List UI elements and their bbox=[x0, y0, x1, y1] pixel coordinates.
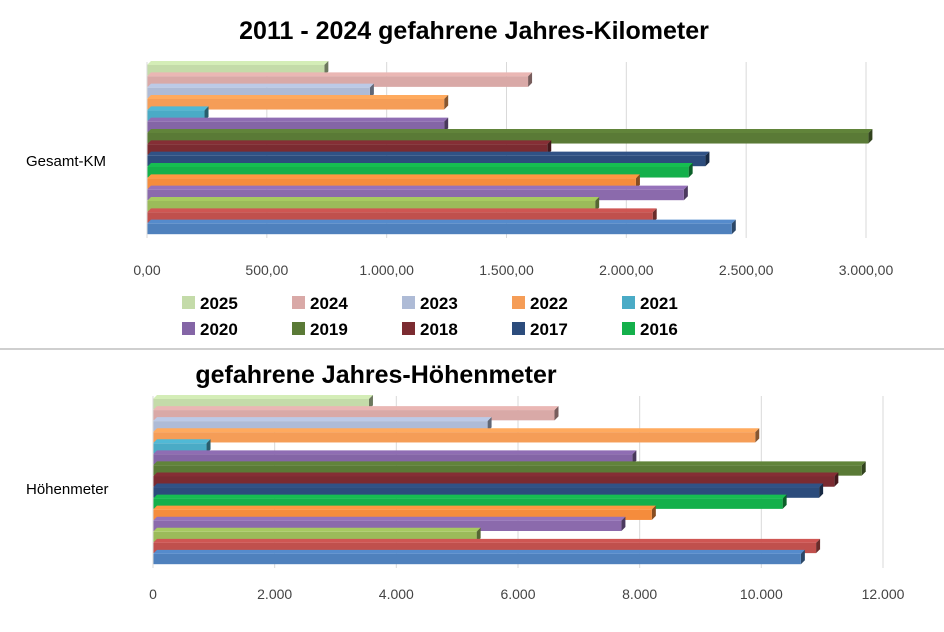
hm-tick-label: 0 bbox=[149, 586, 157, 602]
legend-entry: 2016 bbox=[622, 320, 678, 339]
hm-bar bbox=[153, 494, 787, 509]
hm-tick-label: 8.000 bbox=[622, 586, 657, 602]
hm-bar bbox=[153, 428, 760, 443]
km-bar bbox=[147, 106, 209, 121]
legend-label: 2021 bbox=[640, 294, 678, 313]
legend-label: 2020 bbox=[200, 320, 238, 339]
legend-entry: 2020 bbox=[182, 320, 238, 339]
legend-label: 2017 bbox=[530, 320, 568, 339]
km-bar bbox=[147, 83, 374, 99]
legend-swatch bbox=[292, 296, 305, 309]
legend-swatch bbox=[512, 322, 525, 335]
km-bar bbox=[147, 197, 600, 212]
legend-entry: 2018 bbox=[402, 320, 458, 339]
legend-label: 2018 bbox=[420, 320, 458, 339]
hm-bar bbox=[153, 472, 839, 487]
hm-bar bbox=[153, 395, 373, 410]
hm-plot-area: 0 2.000 4.000 6.000 8.000 10.000 12.000 bbox=[149, 395, 905, 602]
legend-label: 2023 bbox=[420, 294, 458, 313]
km-bar bbox=[147, 208, 657, 223]
legend-swatch bbox=[182, 296, 195, 309]
km-bar bbox=[147, 117, 449, 133]
hm-tick-label: 2.000 bbox=[257, 586, 292, 602]
km-bar bbox=[147, 163, 693, 178]
km-chart-title: 2011 - 2024 gefahrene Jahres-Kilometer bbox=[239, 17, 709, 45]
hm-bar bbox=[153, 406, 559, 421]
km-bar bbox=[147, 95, 449, 110]
km-category-label: Gesamt-KM bbox=[26, 153, 106, 170]
hm-tick-label: 4.000 bbox=[379, 586, 414, 602]
hm-tick-label: 6.000 bbox=[500, 586, 535, 602]
hm-bar bbox=[153, 439, 211, 454]
hm-bar bbox=[153, 483, 824, 498]
hm-bar bbox=[153, 461, 866, 476]
legend-swatch bbox=[622, 322, 635, 335]
legend-label: 2025 bbox=[200, 294, 238, 313]
hm-chart-title: gefahrene Jahres-Höhenmeter bbox=[195, 361, 557, 389]
legend-swatch bbox=[402, 322, 415, 335]
legend-entry: 2025 bbox=[182, 294, 238, 313]
hm-bar bbox=[153, 527, 481, 543]
km-plot-area: 0,00 500,00 1.000,00 1.500,00 2.000,00 2.500,… bbox=[133, 61, 893, 278]
km-bar bbox=[147, 219, 736, 235]
km-tick-label: 1.500,00 bbox=[479, 262, 534, 278]
hm-bar bbox=[153, 549, 805, 565]
hm-bar bbox=[153, 516, 626, 531]
km-tick-label: 500,00 bbox=[245, 262, 288, 278]
legend-swatch bbox=[622, 296, 635, 309]
legend-label: 2016 bbox=[640, 320, 678, 339]
legend-swatch bbox=[292, 322, 305, 335]
hm-bar bbox=[153, 505, 656, 520]
km-bar bbox=[147, 129, 873, 144]
km-tick-label: 1.000,00 bbox=[359, 262, 414, 278]
legend-swatch bbox=[512, 296, 525, 309]
km-tick-label: 2.000,00 bbox=[599, 262, 654, 278]
legend-entry: 2017 bbox=[512, 320, 568, 339]
legend-label: 2024 bbox=[310, 294, 348, 313]
hm-tick-label: 12.000 bbox=[862, 586, 905, 602]
legend-label: 2019 bbox=[310, 320, 348, 339]
km-bar bbox=[147, 151, 710, 167]
hm-bar bbox=[153, 538, 821, 554]
km-bar bbox=[147, 174, 640, 189]
legend-entry: 2021 bbox=[622, 294, 678, 313]
km-bar bbox=[147, 72, 533, 87]
legend-entry: 2022 bbox=[512, 294, 568, 313]
hm-bar bbox=[153, 417, 492, 432]
legend: 2025 2024 2023 2022 2021 2020 2019 2018 2017 2016 bbox=[182, 294, 678, 339]
hm-tick-label: 10.000 bbox=[740, 586, 783, 602]
km-tick-label: 2.500,00 bbox=[719, 262, 774, 278]
legend-swatch bbox=[402, 296, 415, 309]
legend-entry: 2023 bbox=[402, 294, 458, 313]
km-bar bbox=[147, 185, 688, 201]
km-bar bbox=[147, 140, 552, 155]
legend-label: 2022 bbox=[530, 294, 568, 313]
legend-swatch bbox=[182, 322, 195, 335]
km-tick-label: 3.000,00 bbox=[839, 262, 894, 278]
km-bar bbox=[147, 61, 329, 76]
legend-entry: 2024 bbox=[292, 294, 348, 313]
hm-bar bbox=[153, 450, 637, 465]
legend-entry: 2019 bbox=[292, 320, 348, 339]
km-tick-label: 0,00 bbox=[133, 262, 160, 278]
hm-category-label: Höhenmeter bbox=[26, 481, 109, 498]
